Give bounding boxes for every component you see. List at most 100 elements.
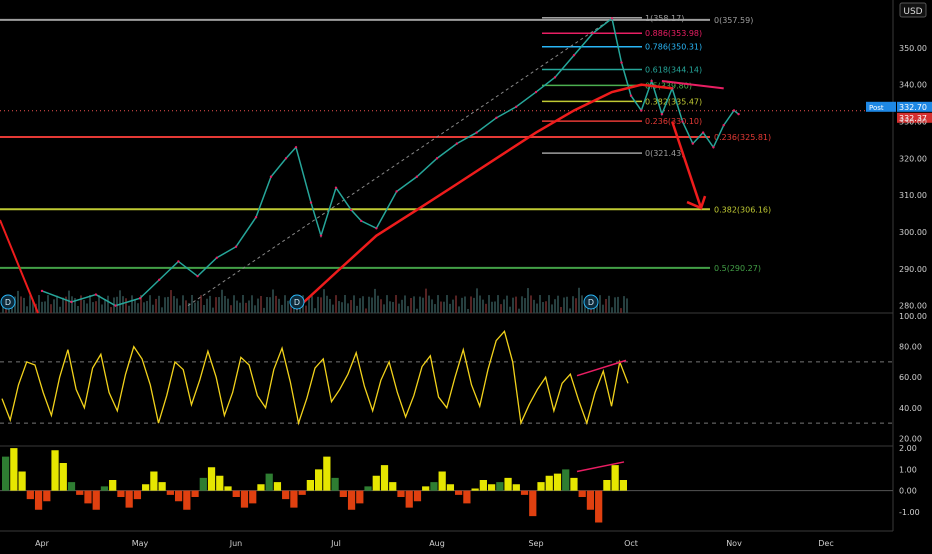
- dividend-marker[interactable]: [583, 294, 599, 310]
- osc-bar: [199, 477, 207, 491]
- volume-bar: [461, 297, 463, 313]
- volume-bar: [470, 296, 472, 313]
- fib-short-label: 0.382(335.47): [645, 97, 702, 106]
- price-y-tick: 290.00: [899, 265, 927, 274]
- dividend-marker[interactable]: [289, 294, 305, 310]
- volume-bar: [497, 295, 499, 313]
- price-point: [177, 260, 180, 263]
- osc-bar: [67, 482, 76, 491]
- volume-bar: [98, 295, 100, 313]
- price-point: [691, 142, 694, 145]
- volume-bar: [599, 295, 601, 313]
- price-point: [534, 90, 538, 94]
- price-point: [515, 105, 518, 108]
- osc-bar: [529, 490, 537, 517]
- volume-bar: [443, 301, 445, 313]
- volume-bar: [611, 307, 613, 313]
- volume-bar: [605, 298, 607, 313]
- volume-bar: [167, 296, 169, 313]
- osc-bar: [298, 490, 306, 495]
- volume-bar: [329, 299, 331, 313]
- x-tick-jul: Jul: [330, 539, 341, 548]
- volume-bar: [83, 299, 85, 313]
- price-point: [294, 146, 298, 149]
- volume-bar: [614, 297, 616, 313]
- x-tick-nov: Nov: [726, 539, 742, 548]
- osc-bar: [463, 490, 471, 504]
- volume-bar: [278, 298, 280, 313]
- volume-bar: [341, 302, 343, 313]
- osc-bar: [339, 490, 347, 497]
- volume-bar: [521, 296, 523, 313]
- price-point: [553, 76, 557, 79]
- price-trendline: [661, 80, 724, 90]
- volume-bar: [431, 299, 433, 313]
- volume-bar: [551, 304, 553, 313]
- osc-bar: [619, 480, 627, 491]
- price-point: [701, 131, 705, 134]
- volume-bar: [77, 306, 79, 313]
- volume-bar: [458, 306, 460, 313]
- volume-bar: [602, 304, 604, 313]
- osc-y-tick: 1.00: [899, 465, 917, 474]
- volume-bar: [527, 288, 529, 313]
- volume-bar: [47, 295, 49, 313]
- volume-bar: [41, 301, 43, 313]
- price-point: [629, 94, 633, 97]
- price-point: [196, 274, 199, 278]
- osc-bar: [84, 490, 92, 504]
- volume-bar: [578, 287, 580, 313]
- volume-bar: [218, 297, 220, 313]
- price-point: [254, 216, 258, 219]
- early-ma-line: [0, 219, 39, 314]
- volume-bar: [74, 298, 76, 313]
- dividend-marker[interactable]: [0, 294, 16, 310]
- osc-bar: [249, 490, 257, 504]
- volume-bar: [50, 304, 52, 313]
- volume-bar: [164, 297, 166, 313]
- osc-bar: [380, 465, 389, 491]
- osc-bar: [76, 490, 84, 495]
- osc-bar: [611, 465, 619, 491]
- volume-bar: [242, 295, 244, 313]
- volume-bar: [476, 288, 478, 313]
- volume-bar: [251, 295, 253, 313]
- osc-bar: [273, 482, 282, 491]
- volume-bar: [122, 296, 124, 313]
- price-point: [70, 300, 73, 304]
- volume-bar: [338, 301, 340, 313]
- volume-bar: [560, 306, 562, 313]
- volume-bar: [518, 308, 520, 313]
- fib-short-label: 0.236(330.10): [645, 117, 702, 126]
- volume-bar: [530, 295, 532, 313]
- osc-bar: [512, 484, 520, 491]
- volume-bar: [227, 298, 229, 313]
- volume-bar: [239, 302, 241, 313]
- volume-bar: [491, 301, 493, 313]
- osc-y-tick: -1.00: [899, 508, 920, 517]
- volume-bar: [356, 305, 358, 313]
- volume-bar: [596, 300, 598, 313]
- dividend-marker-label: D: [5, 298, 11, 307]
- osc-bar: [553, 473, 562, 491]
- volume-bar: [626, 298, 628, 313]
- rsi-y-tick: 80.00: [899, 343, 922, 352]
- volume-bar: [209, 295, 211, 313]
- fib-short-label: 0.618(344.14): [645, 65, 702, 74]
- osc-bar: [545, 475, 553, 491]
- volume-bar: [377, 295, 379, 313]
- volume-bar: [23, 297, 25, 313]
- volume-bar: [212, 307, 214, 313]
- osc-bar: [109, 480, 117, 491]
- volume-bar: [86, 303, 88, 313]
- volume-bar: [455, 295, 457, 313]
- osc-bar: [92, 490, 100, 510]
- volume-bar: [308, 298, 310, 313]
- volume-bar: [416, 308, 418, 313]
- price-point: [138, 297, 142, 300]
- volume-bar: [488, 295, 490, 313]
- volume-bar: [410, 298, 412, 313]
- volume-bar: [428, 295, 430, 313]
- price-point: [158, 278, 161, 282]
